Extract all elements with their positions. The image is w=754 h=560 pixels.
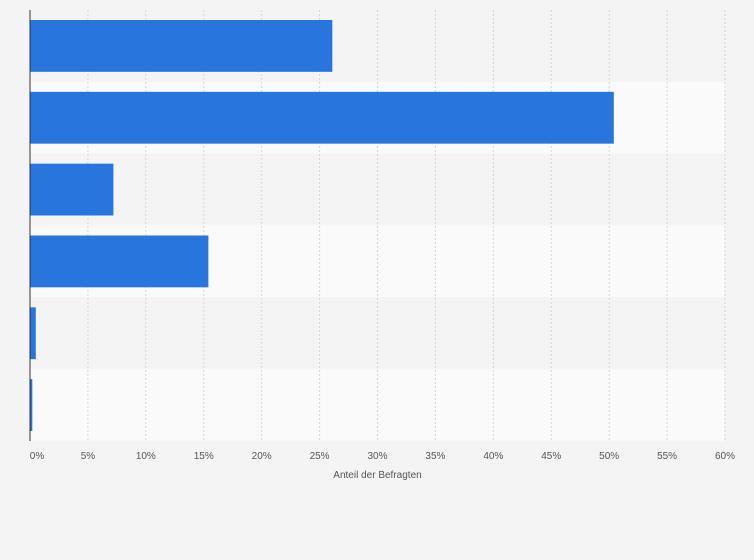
x-tick-label: 50%: [599, 451, 619, 462]
bar: [30, 235, 209, 288]
row-band: [30, 153, 725, 226]
x-tick-label: 5%: [81, 451, 96, 462]
row-band: [30, 297, 725, 370]
x-tick-label: 10%: [136, 451, 156, 462]
x-tick-label: 55%: [657, 451, 677, 462]
x-tick-label: 20%: [252, 451, 272, 462]
bar: [30, 379, 33, 431]
x-tick-label: 0%: [30, 451, 45, 462]
x-tick-label: 60%: [715, 451, 735, 462]
bar: [30, 20, 333, 72]
bar: [30, 163, 114, 216]
x-tick-label: 15%: [194, 451, 214, 462]
x-tick-label: 40%: [483, 451, 503, 462]
bar: [30, 91, 614, 144]
row-band: [30, 369, 725, 441]
x-tick-label: 35%: [425, 451, 445, 462]
x-axis-title: Anteil der Befragten: [333, 470, 421, 481]
x-tick-label: 30%: [367, 451, 387, 462]
x-tick-label: 25%: [310, 451, 330, 462]
bars: [30, 20, 614, 431]
x-axis-ticks: 0% 5% 10% 15% 20% 25% 30% 35% 40% 45% 50% 55% 60%: [30, 451, 735, 462]
x-tick-label: 45%: [541, 451, 561, 462]
bar: [30, 307, 36, 360]
